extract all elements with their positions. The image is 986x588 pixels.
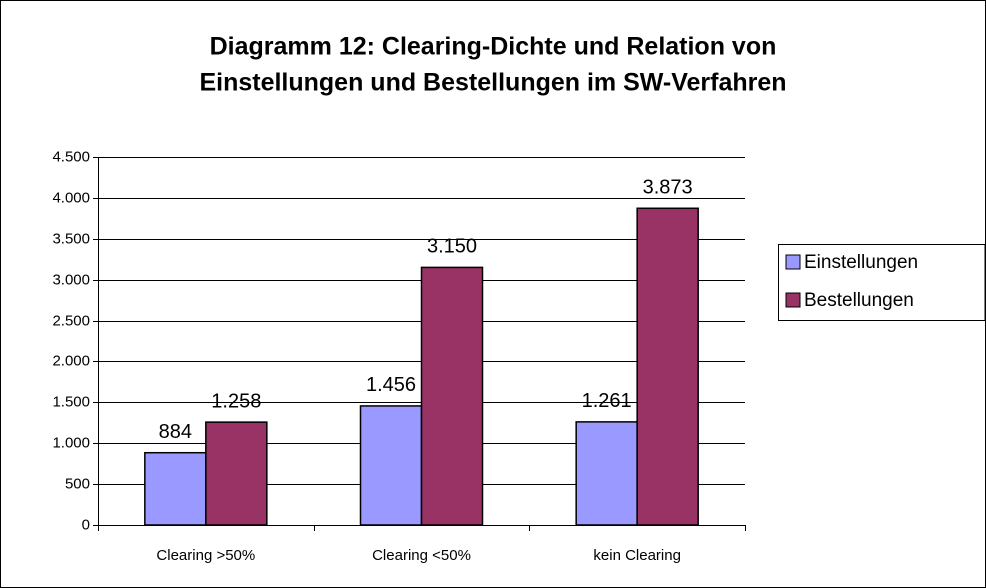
bar [575,421,638,526]
bar [636,207,699,526]
x-tick-label: kein Clearing [593,547,681,564]
legend-swatch [785,254,801,270]
y-tick-label: 2.000 [52,352,90,369]
x-tick-label: Clearing >50% [156,547,255,564]
bar [420,266,484,526]
bar-value-label: 884 [159,421,192,443]
y-tick-label: 4.000 [52,189,90,206]
y-tick-label: 1.500 [52,393,90,410]
y-tick-label: 500 [65,475,90,492]
x-tick-label: Clearing <50% [372,547,471,564]
bar-value-label: 1.456 [366,374,416,396]
y-tick-label: 3.500 [52,230,90,247]
bar [359,405,423,526]
y-tick-label: 0 [82,516,90,533]
legend-box [778,244,986,321]
bar-value-label: 3.873 [643,177,693,199]
chart-title: Diagramm 12: Clearing-Dichte und Relatio… [210,33,777,61]
legend-label: Einstellungen [804,252,918,273]
y-tick-label: 3.000 [52,271,90,288]
chart-title: Einstellungen und Bestellungen im SW-Ver… [199,69,786,97]
bar-value-label: 1.261 [582,390,632,412]
y-tick-label: 2.500 [52,312,90,329]
legend-label: Bestellungen [804,290,914,311]
y-tick-label: 1.000 [52,434,90,451]
bar-value-label: 1.258 [211,390,261,412]
legend-swatch [785,292,801,308]
bar [144,451,207,526]
bar-value-label: 3.150 [427,236,477,258]
y-tick-label: 4.500 [52,148,90,165]
bar [205,421,268,526]
